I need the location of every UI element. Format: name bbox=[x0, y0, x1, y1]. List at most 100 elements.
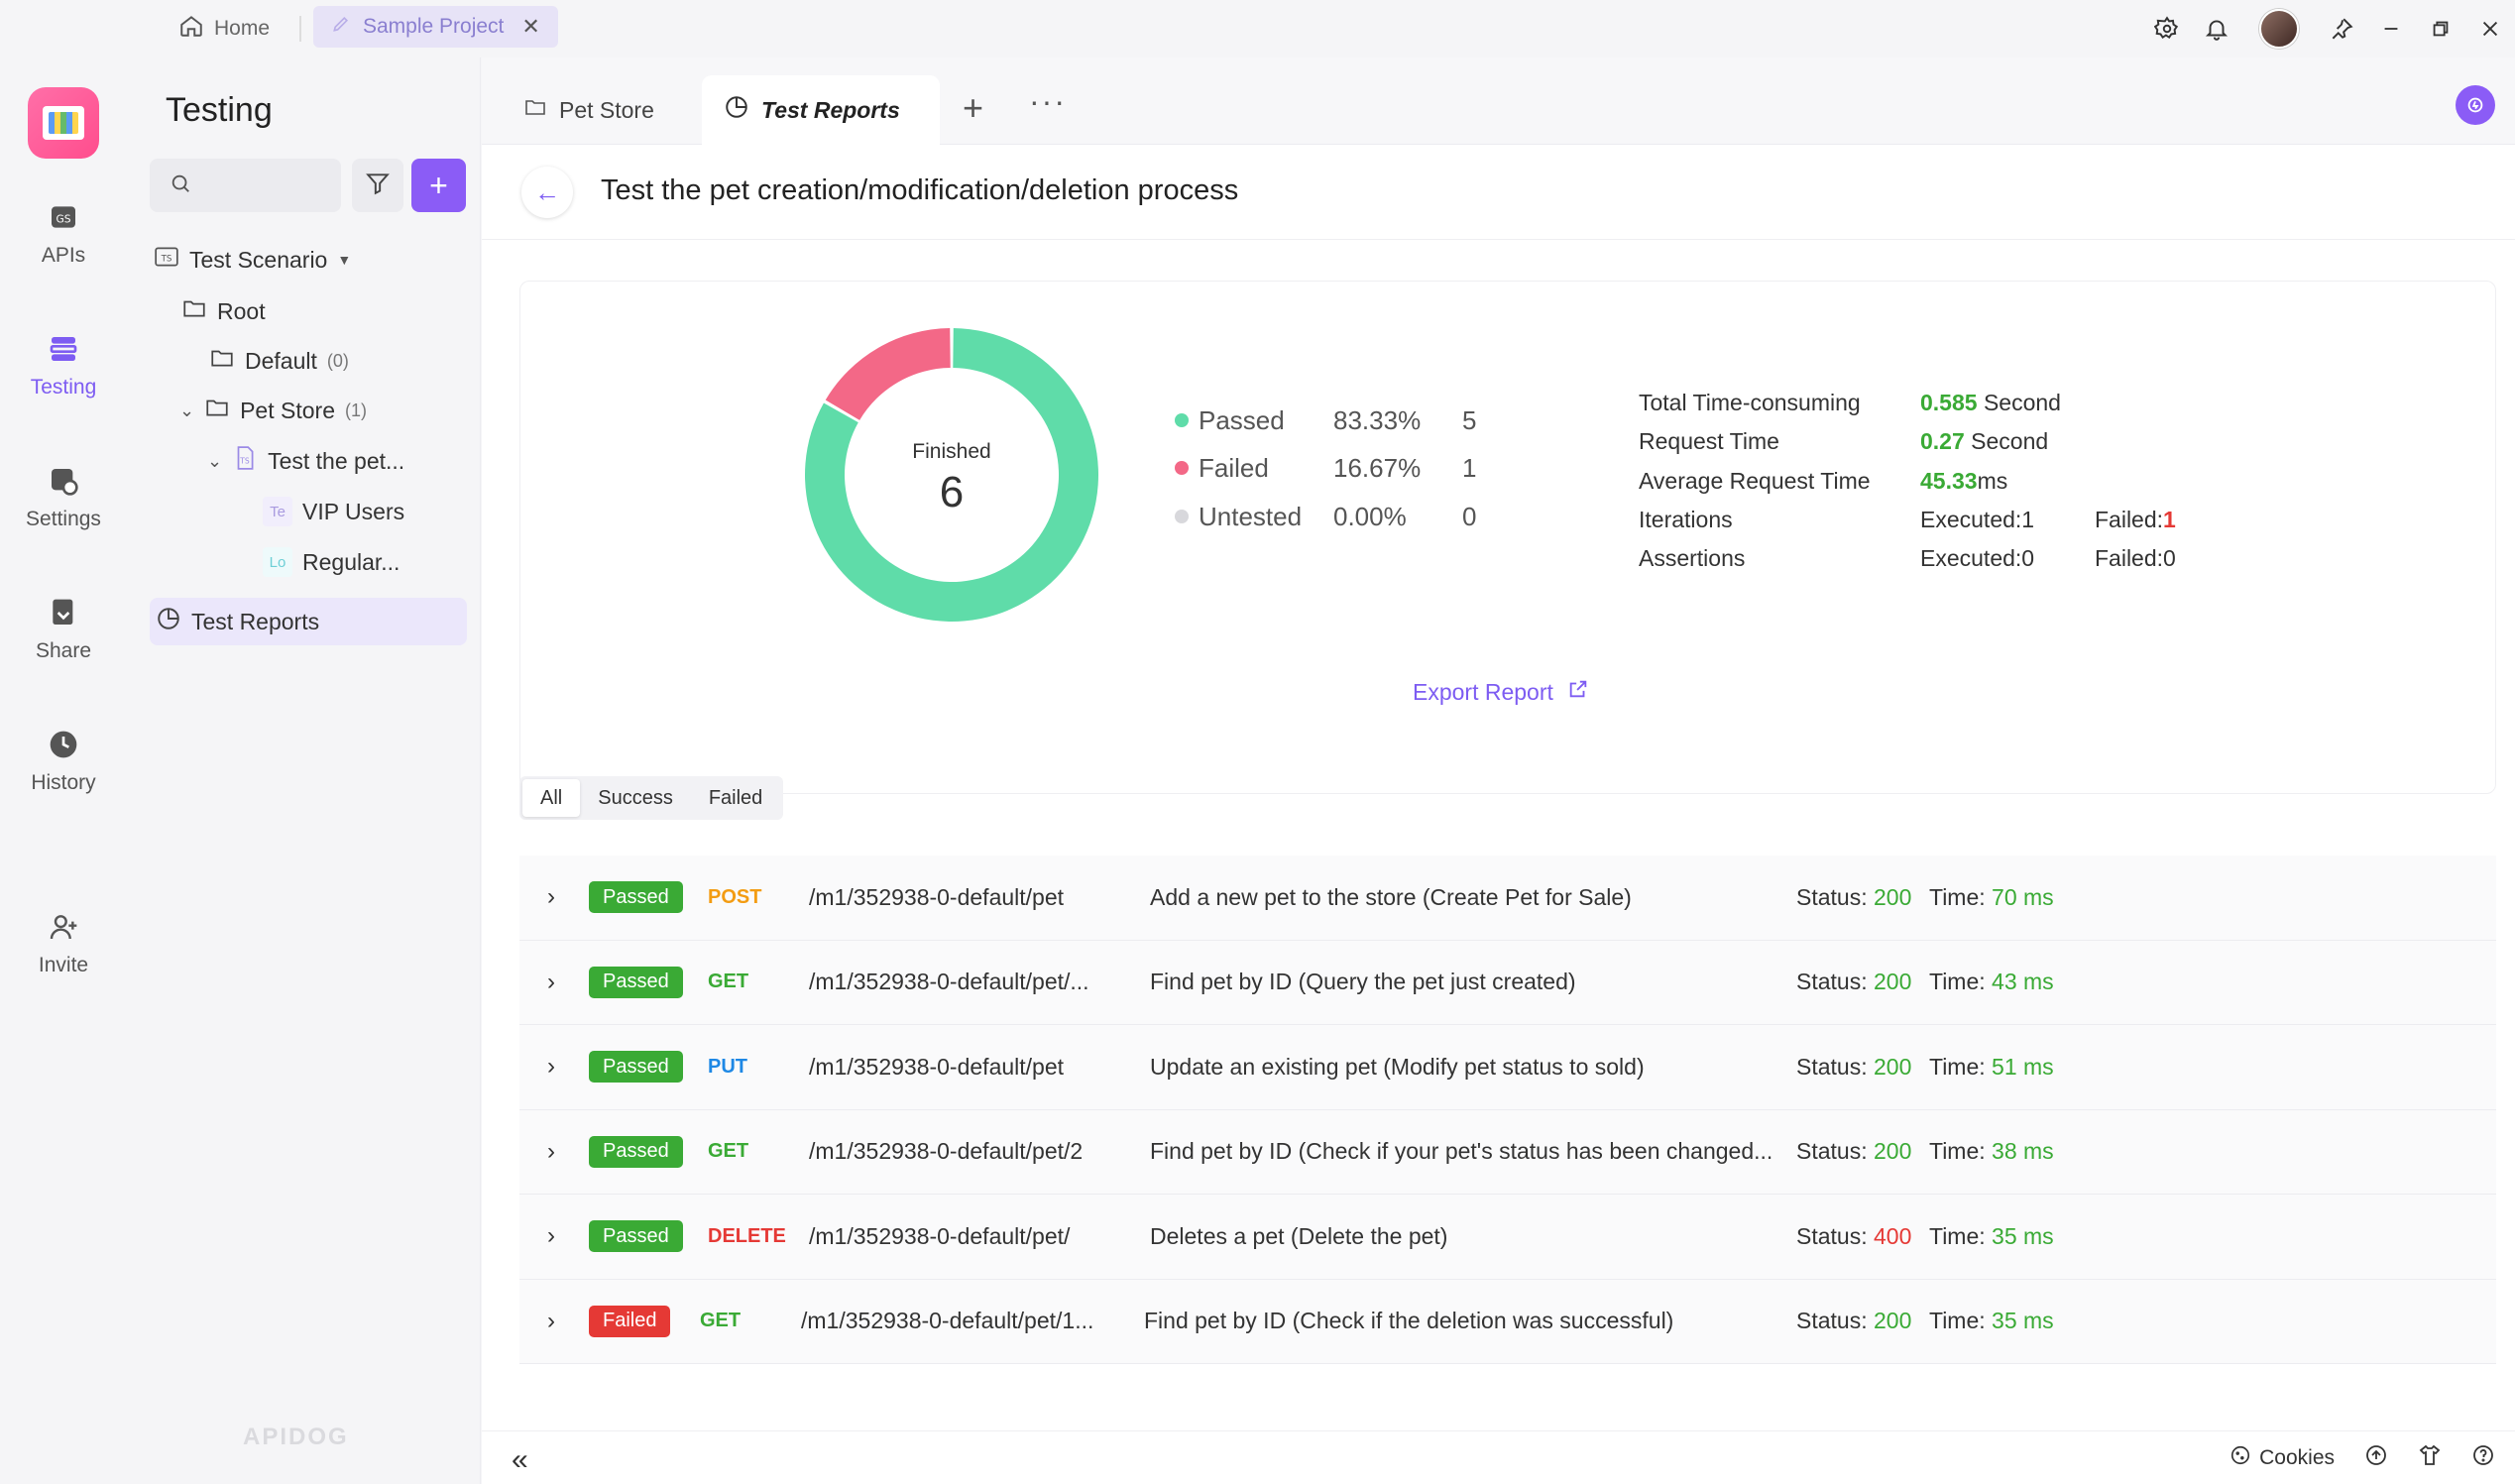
chevron-right-icon[interactable]: › bbox=[547, 883, 555, 911]
chevron-right-icon[interactable]: › bbox=[547, 1053, 555, 1081]
minimize-icon[interactable] bbox=[2366, 0, 2416, 57]
legend-num: 5 bbox=[1462, 404, 1477, 435]
collapse-sidebar-icon[interactable]: « bbox=[512, 1443, 528, 1476]
tab-pet-store[interactable]: Pet Store bbox=[502, 75, 676, 145]
close-window-icon[interactable] bbox=[2465, 0, 2515, 57]
pin-icon[interactable] bbox=[2317, 0, 2366, 57]
page-title: Test the pet creation/modification/delet… bbox=[601, 174, 1239, 206]
table-row[interactable]: › Passed PUT /m1/352938-0-default/pet Up… bbox=[519, 1025, 2496, 1110]
legend-dot bbox=[1175, 510, 1189, 523]
tree-label-default: Default bbox=[245, 347, 317, 374]
result-badge: Passed bbox=[589, 1051, 683, 1084]
sidebar-title: Testing bbox=[166, 91, 273, 129]
close-tab-icon[interactable]: ✕ bbox=[521, 14, 540, 39]
legend-passed: Passed 83.33% 5 bbox=[1175, 400, 1502, 440]
table-row[interactable]: › Passed GET /m1/352938-0-default/pet/..… bbox=[519, 940, 2496, 1025]
filter-failed[interactable]: Failed bbox=[708, 786, 763, 809]
new-tab-plus-icon[interactable]: + bbox=[963, 87, 984, 128]
chevron-right-icon[interactable]: › bbox=[547, 1222, 555, 1250]
rail-item-history[interactable]: History bbox=[0, 728, 127, 795]
request-path: /m1/352938-0-default/pet bbox=[809, 883, 1065, 910]
rail-item-share[interactable]: Share bbox=[0, 596, 127, 663]
result-filter-tabs: All Success Failed bbox=[519, 776, 784, 820]
tree-test-case[interactable]: ⌄ TS Test the pet... bbox=[207, 439, 404, 483]
status-code: 200 bbox=[1873, 1053, 1912, 1080]
results-list: › Passed POST /m1/352938-0-default/pet A… bbox=[519, 856, 2496, 1364]
sidebar-search-input[interactable] bbox=[150, 159, 341, 212]
table-row[interactable]: › Passed DELETE /m1/352938-0-default/pet… bbox=[519, 1195, 2496, 1280]
sidebar: Testing + TS Test Scenario ▼ Root Defaul… bbox=[134, 57, 481, 1484]
stat-total-time: Total Time-consuming 0.585 Second bbox=[1639, 383, 2061, 422]
tree-petstore[interactable]: ⌄ Pet Store (1) bbox=[179, 389, 367, 432]
tree-test-scenario[interactable]: TS Test Scenario ▼ bbox=[154, 238, 351, 282]
stat-failed: Failed:0 bbox=[2095, 544, 2176, 571]
filter-button[interactable] bbox=[352, 159, 403, 212]
chevron-right-icon[interactable]: › bbox=[547, 1137, 555, 1165]
status-cell: Status: 200 bbox=[1796, 1054, 1911, 1081]
request-description: Find pet by ID (Check if the deletion wa… bbox=[1144, 1308, 1674, 1334]
sync-icon[interactable] bbox=[2456, 85, 2495, 125]
status-code: 200 bbox=[1873, 883, 1912, 910]
stat-unit: Second bbox=[1964, 427, 2049, 454]
status-label: Status: bbox=[1796, 969, 1874, 995]
status-code: 200 bbox=[1873, 1138, 1912, 1165]
home-tab[interactable]: Home bbox=[178, 10, 270, 48]
table-row[interactable]: › Failed GET /m1/352938-0-default/pet/1.… bbox=[519, 1279, 2496, 1364]
time-label: Time: bbox=[1929, 969, 1993, 995]
time-cell: Time: 51 ms bbox=[1929, 1054, 2054, 1081]
time-label: Time: bbox=[1929, 1138, 1993, 1165]
tree-vip-users[interactable]: Te VIP Users bbox=[263, 490, 404, 533]
request-path: /m1/352938-0-default/pet/1... bbox=[801, 1308, 1094, 1334]
http-method: GET bbox=[708, 970, 749, 993]
upload-icon[interactable] bbox=[2364, 1443, 2388, 1473]
status-label: Status: bbox=[1796, 1138, 1874, 1165]
export-report-link[interactable]: Export Report bbox=[1413, 678, 1589, 706]
stat-label: Request Time bbox=[1639, 427, 1779, 454]
time-value: 35 ms bbox=[1992, 1222, 2054, 1249]
stat-iterations: Iterations Executed:1 Failed:1 bbox=[1639, 500, 2176, 539]
rail-item-invite[interactable]: Invite bbox=[0, 910, 127, 977]
rail-item-settings[interactable]: Settings bbox=[0, 464, 127, 531]
chevron-right-icon[interactable]: › bbox=[547, 1307, 555, 1334]
status-label: Status: bbox=[1796, 1053, 1874, 1080]
request-description: Add a new pet to the store (Create Pet f… bbox=[1150, 883, 1632, 910]
help-icon[interactable] bbox=[2471, 1443, 2495, 1473]
more-dots-icon[interactable]: ··· bbox=[1029, 83, 1067, 119]
folder-icon bbox=[209, 345, 235, 377]
status-cell: Status: 200 bbox=[1796, 884, 1911, 911]
tab-test-reports[interactable]: Test Reports bbox=[702, 75, 940, 145]
status-code: 400 bbox=[1873, 1222, 1912, 1249]
add-button[interactable]: + bbox=[411, 159, 466, 212]
filter-success[interactable]: Success bbox=[598, 786, 673, 809]
shirt-icon[interactable] bbox=[2418, 1443, 2442, 1473]
restore-icon[interactable] bbox=[2416, 0, 2465, 57]
tree-regular[interactable]: Lo Regular... bbox=[263, 540, 400, 584]
history-clock-icon bbox=[47, 728, 80, 761]
chevron-down-icon[interactable]: ⌄ bbox=[179, 400, 195, 420]
rail-item-testing[interactable]: Testing bbox=[0, 332, 127, 400]
cookies-button[interactable]: Cookies bbox=[2229, 1444, 2335, 1472]
project-tab[interactable]: Sample Project ✕ bbox=[313, 6, 558, 48]
back-arrow-icon[interactable]: ← bbox=[521, 167, 573, 218]
filter-all[interactable]: All bbox=[522, 779, 581, 817]
settings-gear-icon[interactable] bbox=[2142, 0, 2192, 57]
tree-count: (0) bbox=[326, 350, 349, 371]
chevron-right-icon[interactable]: › bbox=[547, 968, 555, 995]
notification-bell-icon[interactable] bbox=[2192, 0, 2241, 57]
tree-test-reports[interactable]: Test Reports bbox=[150, 598, 467, 645]
user-avatar[interactable] bbox=[2259, 9, 2299, 49]
rail-item-apis[interactable]: GS APIs bbox=[0, 200, 127, 268]
external-link-icon bbox=[1567, 678, 1589, 706]
donut-center-label: Finished bbox=[912, 440, 991, 463]
tree-root[interactable]: Root bbox=[181, 289, 266, 333]
rail-label-apis: APIs bbox=[41, 244, 86, 267]
rail-label-invite: Invite bbox=[38, 954, 89, 976]
tree-default[interactable]: Default (0) bbox=[209, 339, 349, 383]
legend-dot bbox=[1175, 461, 1189, 475]
tab-label: Pet Store bbox=[559, 96, 654, 123]
chevron-down-icon[interactable]: ⌄ bbox=[207, 450, 223, 471]
status-label: Status: bbox=[1796, 1222, 1874, 1249]
table-row[interactable]: › Passed GET /m1/352938-0-default/pet/2 … bbox=[519, 1109, 2496, 1195]
table-row[interactable]: › Passed POST /m1/352938-0-default/pet A… bbox=[519, 856, 2496, 941]
tree-label-root: Root bbox=[217, 297, 266, 324]
